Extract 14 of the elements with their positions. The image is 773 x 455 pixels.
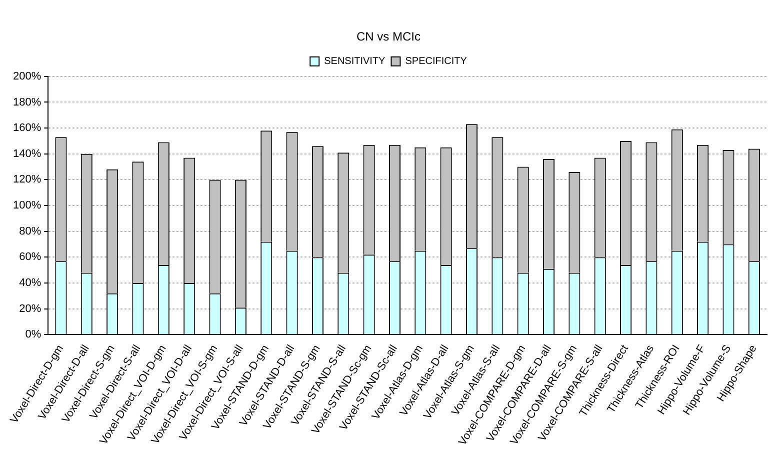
y-tick-label: 100% bbox=[12, 200, 42, 212]
y-tick-label: 40% bbox=[19, 277, 42, 290]
y-tick-label: 20% bbox=[19, 302, 42, 315]
y-tick-label: 120% bbox=[12, 174, 42, 186]
y-tick-label: 160% bbox=[12, 122, 42, 134]
y-tick-label: 80% bbox=[19, 225, 42, 238]
y-tick-label: 60% bbox=[19, 251, 42, 264]
y-tick-label: 180% bbox=[12, 96, 42, 108]
y-tick-label: 200% bbox=[12, 70, 42, 82]
y-tick-label: 140% bbox=[12, 148, 42, 160]
legend-label: SENSITIVITY bbox=[324, 56, 386, 68]
legend-label: SPECIFICITY bbox=[405, 56, 468, 68]
y-tick-label: 0% bbox=[25, 328, 42, 341]
chart-title: CN vs MCIc bbox=[356, 30, 420, 44]
